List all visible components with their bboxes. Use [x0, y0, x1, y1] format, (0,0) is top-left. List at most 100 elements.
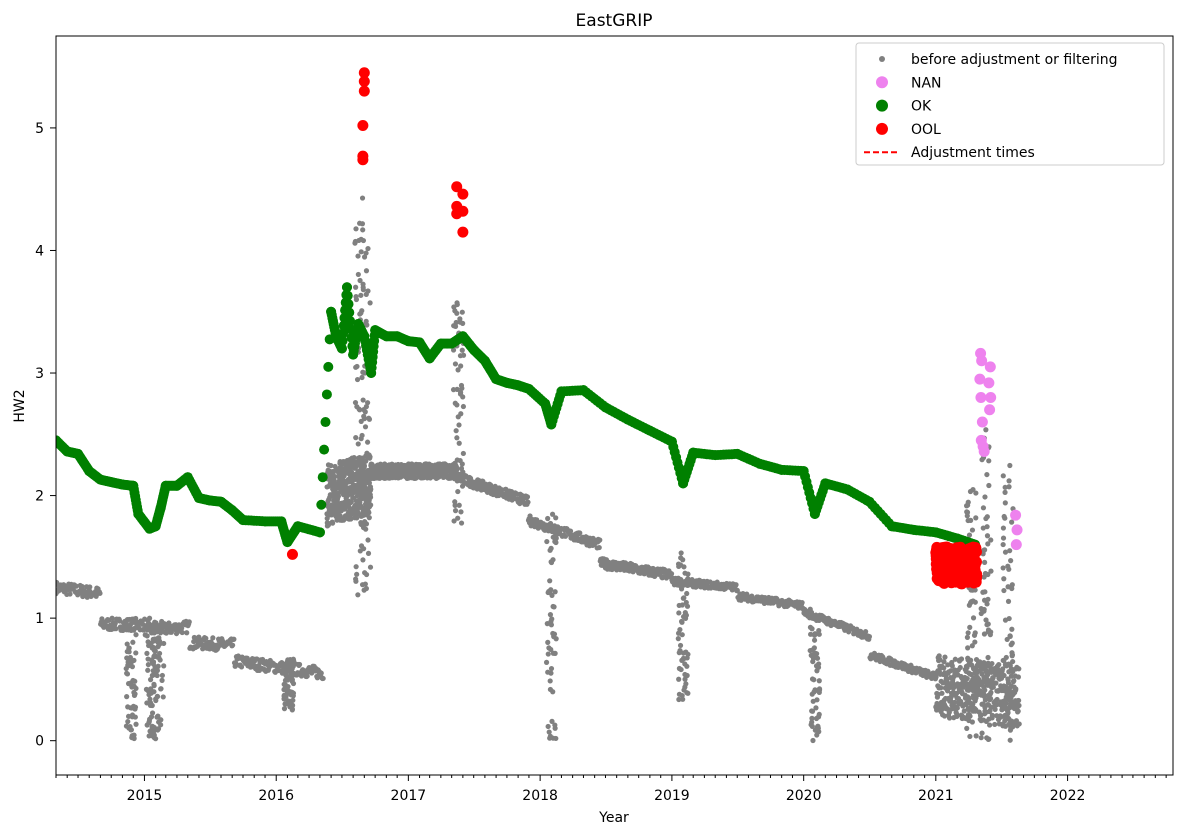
data-point: [1016, 702, 1022, 709]
data-point: [344, 493, 351, 499]
data-point: [985, 392, 997, 404]
legend-label: before adjustment or filtering: [911, 52, 1118, 68]
data-point: [1011, 678, 1017, 684]
data-point: [457, 457, 463, 464]
data-point: [84, 466, 95, 477]
data-point: [460, 450, 466, 457]
data-point: [677, 647, 683, 654]
data-point: [980, 505, 987, 511]
data-point: [981, 547, 987, 553]
data-point: [156, 637, 162, 643]
data-point: [948, 572, 960, 584]
data-point: [366, 515, 372, 521]
data-point: [458, 509, 464, 515]
data-point: [460, 469, 466, 475]
data-point: [129, 712, 136, 718]
data-point: [365, 400, 371, 406]
data-point: [966, 707, 972, 713]
data-point: [814, 668, 820, 674]
data-point: [184, 630, 190, 636]
data-point: [983, 427, 989, 433]
data-point: [807, 606, 813, 612]
data-point: [776, 464, 787, 475]
y-tick-label: 3: [35, 366, 44, 382]
data-point: [982, 687, 988, 693]
data-point: [733, 582, 739, 588]
data-point: [285, 663, 291, 669]
data-point: [809, 652, 815, 659]
data-point: [353, 435, 359, 441]
data-point: [131, 692, 138, 699]
data-point: [966, 572, 978, 584]
data-point: [1001, 587, 1007, 594]
data-point: [622, 414, 633, 425]
data-point: [320, 675, 326, 682]
data-marks: [56, 67, 1023, 744]
data-point: [361, 254, 368, 260]
data-point: [147, 677, 154, 683]
data-point: [154, 672, 160, 679]
data-point: [326, 306, 337, 317]
x-tick-label: 2019: [654, 788, 690, 804]
data-point: [1005, 680, 1012, 686]
data-point: [813, 705, 819, 711]
data-point: [368, 486, 374, 492]
data-point: [355, 509, 361, 515]
data-point: [159, 677, 165, 683]
data-point: [348, 349, 359, 360]
data-point: [545, 515, 551, 522]
data-point: [160, 694, 166, 700]
data-point: [357, 220, 363, 226]
data-point: [458, 520, 465, 526]
data-point: [281, 706, 288, 712]
data-point: [551, 604, 557, 610]
data-point: [543, 659, 550, 665]
data-point: [549, 592, 555, 599]
data-point: [123, 723, 130, 729]
data-point: [967, 488, 974, 495]
data-point: [358, 292, 364, 298]
data-point: [365, 537, 371, 543]
data-point: [941, 551, 953, 563]
data-point: [1001, 576, 1007, 582]
data-point: [359, 496, 365, 502]
data-point: [227, 505, 238, 516]
data-point: [684, 603, 691, 609]
data-point: [976, 416, 988, 428]
data-point: [161, 663, 167, 669]
data-point: [454, 435, 460, 441]
x-axis-ticks: 2015 2016 2017 2018 2019 2020 2021 2022: [55, 775, 1167, 804]
data-point: [1005, 563, 1011, 569]
data-point: [133, 508, 144, 519]
data-point: [988, 689, 994, 696]
data-point: [357, 119, 369, 131]
data-point: [153, 620, 159, 626]
data-point: [1003, 705, 1009, 711]
data-point: [459, 483, 466, 489]
data-point: [941, 665, 947, 671]
data-point: [545, 723, 551, 730]
data-point: [811, 645, 817, 651]
data-point: [215, 496, 226, 507]
data-point: [1008, 673, 1015, 679]
data-point: [798, 466, 809, 477]
data-point: [117, 479, 128, 490]
data-point: [547, 686, 554, 693]
data-point: [809, 676, 816, 682]
data-point: [732, 448, 743, 459]
data-point: [460, 352, 467, 358]
data-point: [964, 675, 970, 682]
data-point: [982, 559, 988, 565]
data-point: [366, 510, 372, 516]
data-point: [1010, 509, 1022, 521]
data-point: [156, 650, 163, 657]
data-point: [685, 576, 691, 582]
y-tick-label: 1: [35, 611, 44, 627]
data-point: [304, 673, 310, 679]
data-point: [978, 735, 984, 741]
y-axis-label: HW2: [12, 389, 28, 422]
data-point: [260, 516, 271, 527]
data-point: [676, 665, 682, 672]
data-point: [811, 637, 818, 643]
data-point: [984, 471, 990, 478]
